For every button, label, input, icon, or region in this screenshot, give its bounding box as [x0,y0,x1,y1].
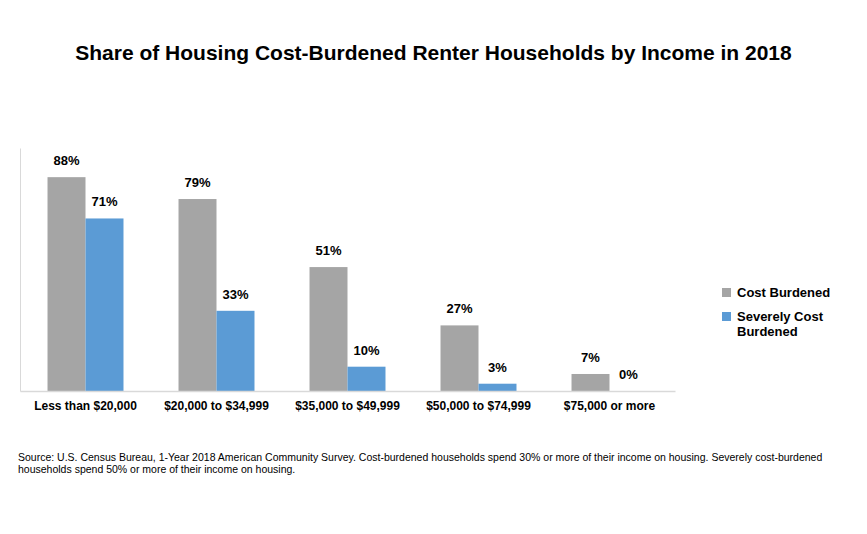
text-line: Cost Burdened [737,285,830,300]
source-note: Source: U.S. Census Bureau, 1-Year 2018 … [18,451,822,475]
text-line: Burdened [737,324,798,339]
legend-label: Severely CostBurdened [737,309,824,339]
x-tick-label: $20,000 to $34,999 [164,399,269,413]
x-tick-label: $75,000 or more [564,399,656,413]
x-axis: Less than $20,000 $20,000 to $34,999 $35,0… [21,392,676,413]
bar-series [48,177,610,391]
legend-swatch [722,312,731,321]
bar [179,199,217,391]
text-line: households spend 50% or more of their in… [18,463,295,475]
bar [441,325,479,391]
data-label: 27% [446,301,472,316]
bar [48,177,86,391]
data-label: 3% [488,360,507,375]
x-tick-label: $50,000 to $74,999 [426,399,531,413]
legend: Cost Burdened Severely CostBurdened [722,285,830,339]
x-tick-label: Less than $20,000 [34,399,137,413]
bar-series [86,218,517,391]
bar [86,218,124,391]
data-label: 0% [619,367,638,382]
bar [572,374,610,391]
text-line: Source: U.S. Census Bureau, 1-Year 2018 … [18,451,822,463]
text-line: Severely Cost [737,309,824,324]
x-tick: $75,000 or more [564,399,656,413]
legend-item: Severely CostBurdened [722,309,824,339]
x-tick: $50,000 to $74,999 [426,399,531,413]
x-tick: $35,000 to $49,999 [295,399,400,413]
data-label: 7% [581,350,600,365]
legend-swatch [722,288,731,297]
x-tick-label: $35,000 to $49,999 [295,399,400,413]
bar [479,384,517,391]
bar [310,267,348,391]
x-axis-line [21,391,676,393]
data-labels: 88% 79% 51% 27% 7% 71% 33% 10% 3% 0% [53,153,638,382]
data-label: 88% [53,153,79,168]
x-tick: Less than $20,000 [34,399,137,413]
data-label: 10% [353,343,379,358]
bar [217,311,255,391]
bar [348,367,386,391]
title: Share of Housing Cost-Burdened Renter Ho… [75,41,792,64]
legend-item: Cost Burdened [722,285,830,300]
chart: Share of Housing Cost-Burdened Renter Ho… [0,0,867,534]
y-axis-line [20,149,21,392]
data-label: 51% [315,243,341,258]
y-axis [20,149,21,392]
data-label: 71% [91,194,117,209]
data-label: 33% [222,287,248,302]
x-tick: $20,000 to $34,999 [164,399,269,413]
data-label: 79% [184,175,210,190]
legend-label: Cost Burdened [737,285,830,300]
bars [48,177,610,391]
